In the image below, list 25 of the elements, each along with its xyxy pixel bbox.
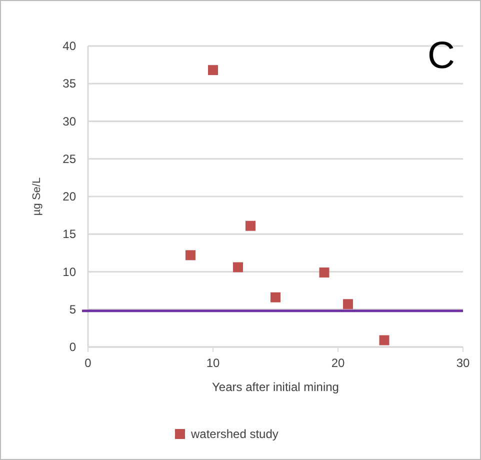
x-axis-title: Years after initial mining [212, 380, 339, 394]
y-axis-title: µg Se/L [31, 177, 43, 216]
y-tick-label: 15 [62, 227, 76, 242]
y-tick-label: 30 [62, 114, 76, 128]
point [379, 335, 390, 346]
point [343, 299, 353, 310]
point [319, 268, 330, 278]
y-tick-label: 10 [62, 264, 76, 279]
x-tick-label: 30 [456, 356, 470, 370]
y-tick-label: 20 [62, 190, 76, 204]
y-tick-label: 5 [69, 302, 76, 316]
y-tick-label: 35 [62, 76, 76, 91]
y-tick-label: 40 [62, 39, 76, 53]
x-tick-label: 0 [84, 356, 92, 370]
point [270, 292, 280, 302]
y-tick-label: 25 [62, 152, 76, 166]
point [208, 65, 218, 76]
point [246, 220, 256, 231]
y-tick-label: 0 [69, 340, 76, 354]
point [186, 250, 196, 260]
point [233, 262, 243, 272]
annotation: C [428, 35, 455, 77]
legend-label: watershed study [190, 427, 278, 441]
x-tick-label: 10 [206, 356, 220, 370]
x-tick-label: 20 [331, 356, 345, 370]
